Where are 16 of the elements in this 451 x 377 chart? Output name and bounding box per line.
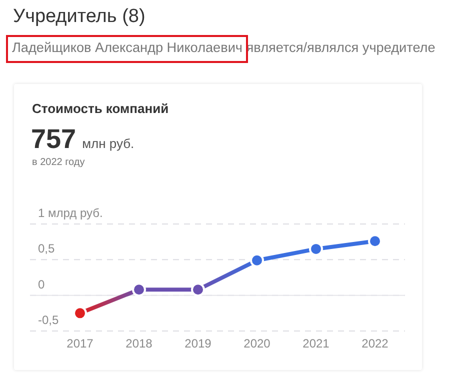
text: млн руб.	[82, 136, 134, 151]
chart-title: Учредитель (8)	[13, 6, 146, 28]
chart-subtitle: Ладейщиков Александр Николаевич является/являлся учредителе	[12, 40, 436, 55]
text: 757	[31, 124, 76, 154]
x-tick-label: 2022	[362, 336, 389, 351]
y-tick-label: 0	[38, 277, 45, 292]
y-tick-label: 0,5	[38, 242, 56, 256]
text: Стоимость компаний	[32, 101, 169, 116]
x-tick-label: 2018	[126, 336, 153, 351]
y-tick-label: 1 млрд руб.	[38, 206, 103, 220]
x-tick-label: 2017	[66, 336, 94, 351]
text: в 2022 году	[32, 157, 85, 168]
x-tick-label: 2021	[302, 336, 330, 351]
x-tick-label: 2019	[184, 336, 212, 351]
x-tick-label: 2020	[244, 336, 271, 351]
y-tick-label: -0,5	[38, 313, 60, 327]
